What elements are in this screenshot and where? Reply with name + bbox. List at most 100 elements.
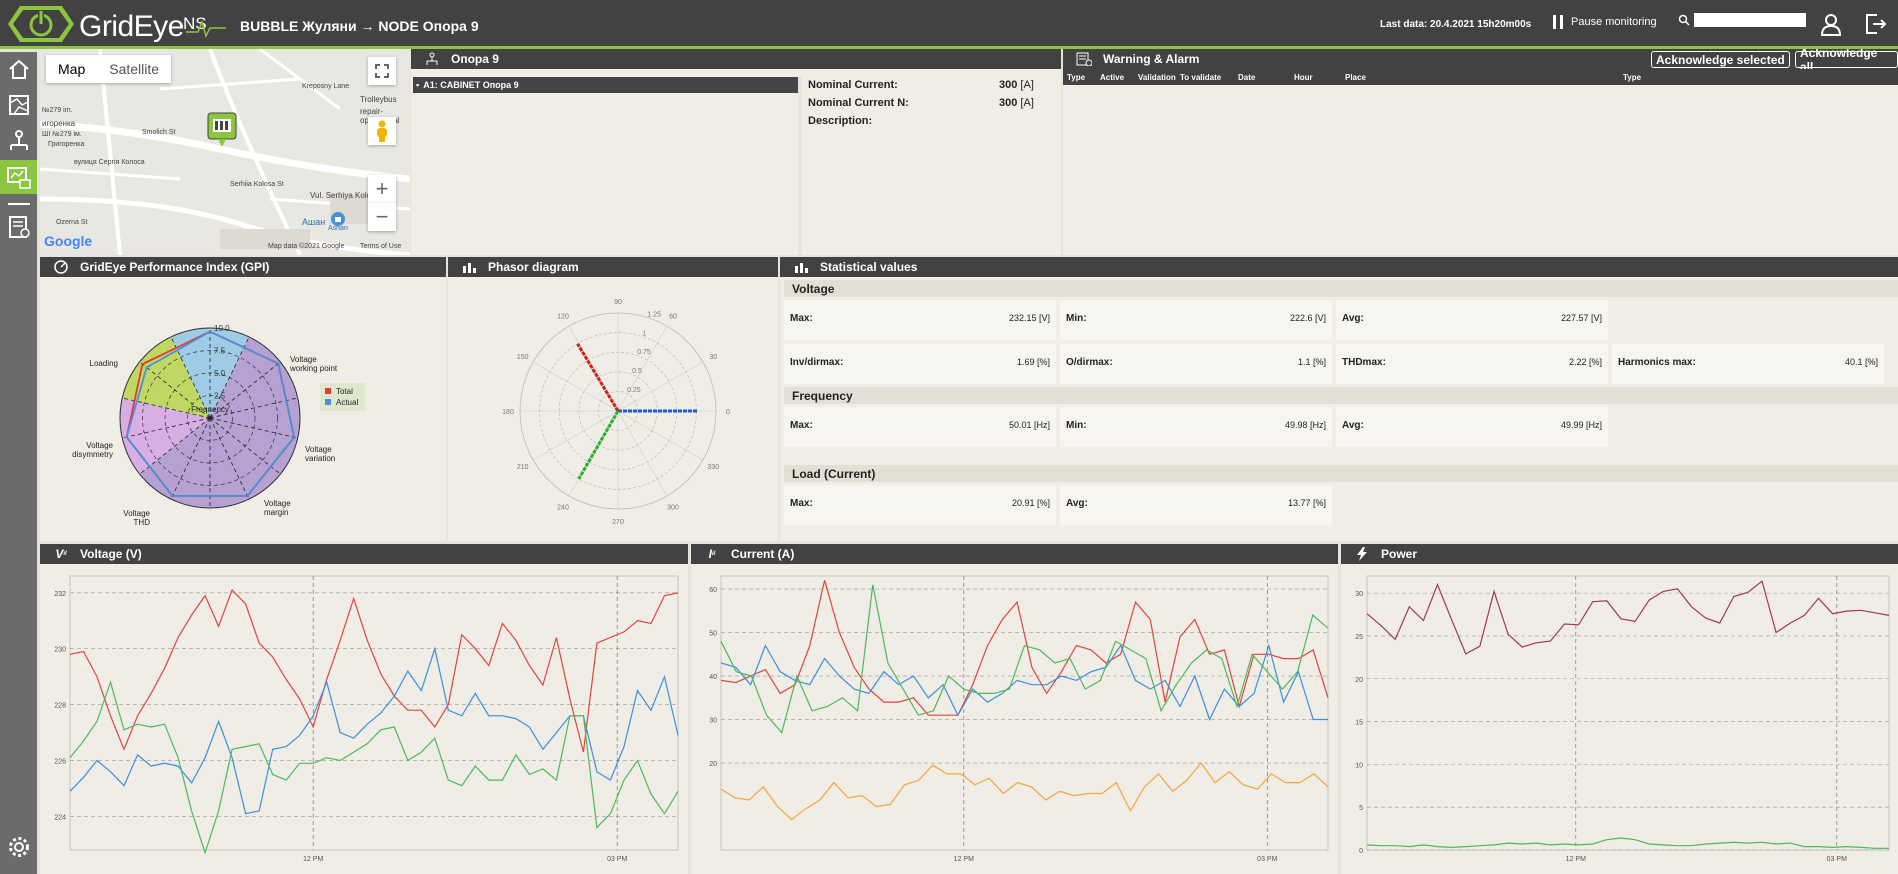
node-marker-icon[interactable] <box>206 111 238 149</box>
node-title: Опора 9 <box>451 52 499 66</box>
panel-header: Warning & Alarm Acknowledge selected Ack… <box>1063 49 1898 74</box>
stat-cell: O/dirmax: 1.1 [%] <box>1060 344 1332 384</box>
y-tick-label: 40 <box>709 674 717 681</box>
phasor-angle-label: 330 <box>707 464 719 471</box>
series-line <box>1366 837 1889 849</box>
value: 300 <box>999 97 1018 109</box>
sidebar-item-map[interactable] <box>4 90 34 120</box>
stat-value: 49.99 [Hz] <box>1560 420 1602 430</box>
gpi-spoke <box>209 417 250 500</box>
x-tick-label: 03 PM <box>1827 856 1847 863</box>
panel-header: Phasor diagram <box>448 257 778 277</box>
minus-icon: − <box>375 204 389 229</box>
y-tick-label: 232 <box>54 591 66 598</box>
acknowledge-selected-button[interactable]: Acknowledge selected <box>1651 51 1790 68</box>
network-icon <box>10 130 28 150</box>
sidebar-item-reports[interactable] <box>4 212 34 242</box>
pulse-icon <box>186 19 226 38</box>
nominal-current-n-label: Nominal Current N: <box>808 97 909 109</box>
series-line <box>1366 580 1890 655</box>
legend-label: Total <box>336 387 353 396</box>
zoom-in-button[interactable]: + <box>368 175 396 203</box>
stat-value: 13.77 [%] <box>1287 498 1326 508</box>
plot-area <box>69 575 679 851</box>
chart-title: Power <box>1381 547 1418 561</box>
sidebar <box>0 52 37 874</box>
phasor-spoke <box>532 410 619 461</box>
phasor-angle-label: 0 <box>726 409 730 416</box>
column-header[interactable]: Place <box>1345 73 1366 82</box>
stat-cell: Min: 49.98 [Hz] <box>1060 407 1332 447</box>
phasor-spoke <box>617 361 704 412</box>
column-header[interactable]: Active <box>1100 73 1125 82</box>
pause-label: Pause monitoring <box>1571 16 1657 28</box>
map-canvas[interactable] <box>40 49 410 255</box>
chart-icon <box>795 263 808 273</box>
voltage-line-chart[interactable]: 224 226 228 230 232 12 PM 03 PM <box>40 564 688 874</box>
plot-area <box>1366 575 1890 851</box>
stat-cell: Inv/dirmax: 1.69 [%] <box>784 344 1056 384</box>
top-bar: GridEye NS BUBBLE Жуляни → NODE Опора 9 … <box>0 0 1898 49</box>
sidebar-item-topology[interactable] <box>4 126 34 156</box>
chart-title: Voltage (V) <box>80 547 142 561</box>
monitor-icon <box>6 167 31 189</box>
map-panel[interactable]: №279 im. игоренка ШI №279 ім. Григоренка… <box>40 49 410 255</box>
cabinet-list-item[interactable]: ▪ A1: CABINET Опора 9 <box>413 77 798 93</box>
gpi-outline <box>119 327 301 509</box>
last-data-timestamp: Last data: 20.4.2021 15h20m00s <box>1380 19 1532 30</box>
acknowledge-all-button[interactable]: Acknowledge all <box>1795 49 1898 74</box>
logo[interactable]: GridEye NS <box>6 4 226 44</box>
logout-icon[interactable] <box>1863 11 1889 37</box>
sidebar-item-settings[interactable] <box>4 832 34 862</box>
stat-value: 49.98 [Hz] <box>1284 420 1326 430</box>
gpi-axis-label: Loading <box>90 359 118 368</box>
fullscreen-button[interactable] <box>368 57 396 85</box>
fullscreen-icon <box>375 64 389 78</box>
street-view-button[interactable] <box>368 117 396 145</box>
phasor-angle-label: 180 <box>502 409 514 416</box>
sidebar-divider <box>4 200 34 208</box>
stat-value: 40.1 [%] <box>1844 357 1878 367</box>
series-line <box>720 762 1329 821</box>
power-line-chart[interactable]: 0 5 10 15 20 25 30 12 PM 03 PM <box>1341 564 1898 874</box>
tab-satellite[interactable]: Satellite <box>109 61 160 77</box>
pegman-icon <box>377 120 387 142</box>
gpi-series-line <box>125 330 296 497</box>
shop-marker-icon <box>331 212 345 226</box>
pause-monitoring-button[interactable]: Pause monitoring <box>1553 15 1657 29</box>
stat-value: 232.15 [V] <box>1008 313 1050 323</box>
sidebar-item-home[interactable] <box>4 54 34 84</box>
stat-value: 50.01 [Hz] <box>1008 420 1050 430</box>
gpi-tick-label: 2.5 <box>214 392 226 401</box>
zoom-out-button[interactable]: − <box>368 203 396 231</box>
column-header[interactable]: To validate <box>1180 73 1222 82</box>
user-icon[interactable] <box>1818 11 1844 37</box>
current-line-chart[interactable]: 20 30 40 50 60 12 PM 03 PM <box>691 564 1338 874</box>
phasor-radius-label: 1.25 <box>647 311 661 318</box>
sidebar-item-monitoring[interactable] <box>0 160 37 194</box>
map-label: №279 im. <box>42 107 73 114</box>
column-header[interactable]: Date <box>1238 73 1256 82</box>
description-label: Description: <box>808 115 873 127</box>
plot-area <box>720 575 1329 851</box>
value: 300 <box>999 79 1018 91</box>
map-label: Smolіch St <box>142 129 176 136</box>
gpi-ring <box>142 350 278 486</box>
series-line <box>720 643 1328 722</box>
terms-link[interactable]: Terms of Use <box>360 243 402 250</box>
chart-title: Current (A) <box>731 547 795 561</box>
column-header[interactable]: Type <box>1623 73 1642 82</box>
column-header[interactable]: Type <box>1067 73 1086 82</box>
stat-label: THDmax: <box>1342 357 1386 368</box>
phasor-panel: Phasor diagram 0 30 60 90 120 150 180 210 240 270… <box>448 257 778 541</box>
tab-map[interactable]: Map <box>58 61 86 77</box>
phasor-vector <box>576 343 620 412</box>
search-input[interactable] <box>1694 13 1806 27</box>
gpi-axis-label: Frequency <box>191 405 229 414</box>
stat-label: Min: <box>1066 313 1087 324</box>
column-header[interactable]: Validation <box>1138 73 1176 82</box>
column-header[interactable]: Hour <box>1294 73 1313 82</box>
legend-swatch <box>325 388 331 394</box>
phasor-radius-label: 0.75 <box>637 349 651 356</box>
